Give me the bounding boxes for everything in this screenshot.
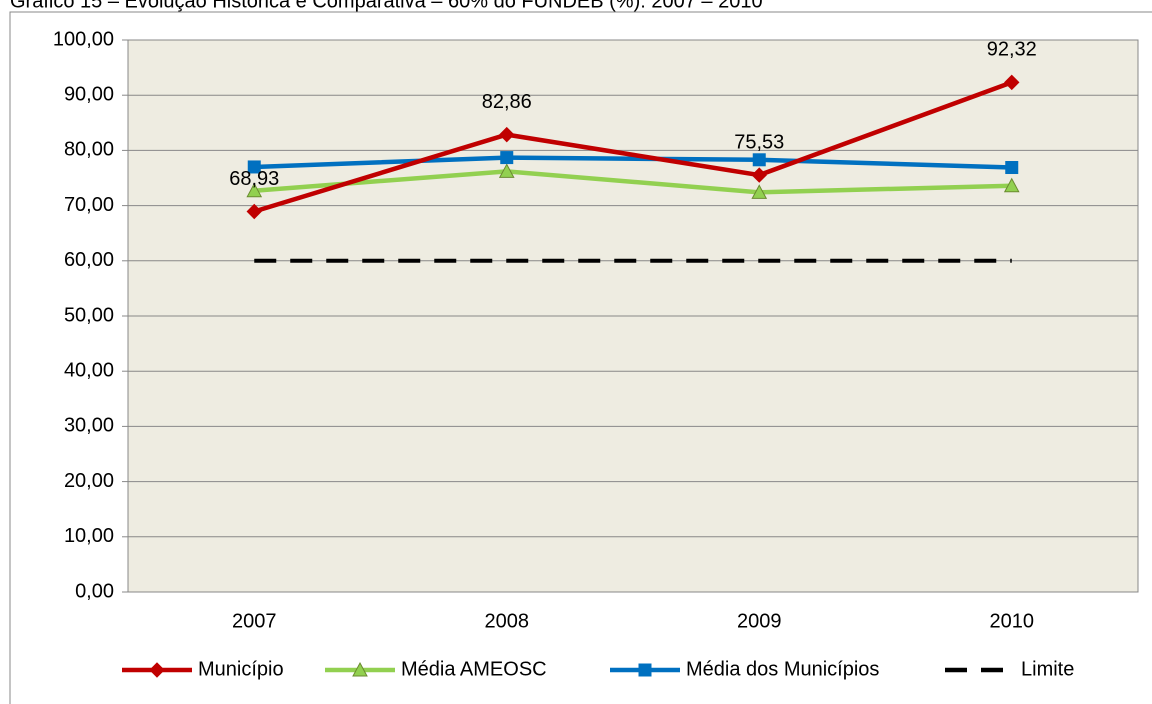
y-tick-label: 50,00 bbox=[64, 304, 114, 326]
data-label: 68,93 bbox=[229, 168, 279, 190]
series-line bbox=[253, 80, 1013, 214]
chart-title: Gráfico 15 – Evolução Histórica e Compar… bbox=[10, 0, 763, 12]
marker bbox=[1005, 161, 1019, 175]
marker bbox=[1003, 177, 1020, 193]
x-tick-label: 2010 bbox=[990, 610, 1035, 632]
y-tick-label: 60,00 bbox=[64, 249, 114, 271]
data-label: 92,32 bbox=[987, 39, 1037, 61]
y-tick-label: 90,00 bbox=[64, 83, 114, 105]
series-line bbox=[254, 155, 1012, 170]
x-tick-label: 2008 bbox=[485, 610, 530, 632]
y-tick-label: 100,00 bbox=[53, 28, 114, 50]
marker bbox=[498, 163, 515, 178]
series-line bbox=[254, 169, 1012, 195]
y-tick-label: 20,00 bbox=[64, 470, 114, 492]
marker bbox=[751, 167, 767, 183]
marker bbox=[752, 153, 766, 167]
data-label: 82,86 bbox=[482, 91, 532, 113]
x-tick-label: 2009 bbox=[737, 610, 782, 632]
legend-label: Média dos Municípios bbox=[686, 658, 879, 680]
y-tick-label: 80,00 bbox=[64, 139, 114, 161]
marker bbox=[751, 184, 768, 199]
marker bbox=[499, 126, 515, 143]
marker bbox=[246, 182, 263, 198]
marker bbox=[247, 160, 261, 174]
y-tick-label: 0,00 bbox=[75, 580, 114, 602]
legend-marker bbox=[352, 661, 368, 677]
legend-label: Média AMEOSC bbox=[401, 658, 547, 680]
y-tick-label: 10,00 bbox=[64, 525, 114, 547]
marker bbox=[246, 203, 262, 220]
x-tick-label: 2007 bbox=[232, 610, 277, 632]
legend-label: Limite bbox=[1021, 658, 1074, 680]
legend-marker bbox=[149, 662, 165, 678]
data-label: 75,53 bbox=[734, 131, 784, 153]
marker bbox=[500, 151, 514, 165]
y-tick-label: 70,00 bbox=[64, 194, 114, 216]
y-tick-label: 40,00 bbox=[64, 359, 114, 381]
legend-marker bbox=[638, 663, 652, 677]
marker bbox=[1004, 74, 1020, 91]
y-tick-label: 30,00 bbox=[64, 415, 114, 437]
legend-label: Município bbox=[198, 658, 284, 680]
